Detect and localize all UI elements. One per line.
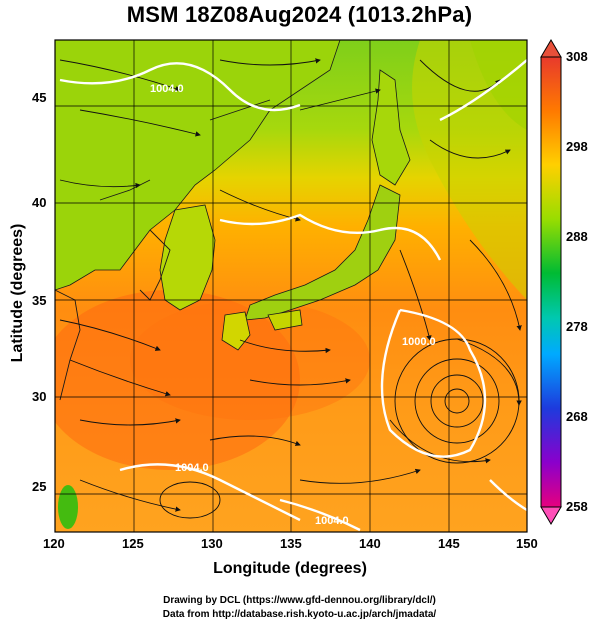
plot-frame xyxy=(54,39,528,533)
ytick-40: 40 xyxy=(32,195,47,210)
contour-label-2: 1000.0 xyxy=(402,336,436,348)
colorbar xyxy=(540,39,562,525)
xtick-125: 125 xyxy=(122,536,144,551)
wind-streamlines xyxy=(59,58,522,519)
colorbar-tick-268: 268 xyxy=(566,409,588,424)
x-axis-title: Longitude (degrees) xyxy=(213,560,367,577)
colorbar-tick-308: 308 xyxy=(566,49,588,64)
map-grid xyxy=(55,40,527,532)
colorbar-tick-298: 298 xyxy=(566,139,588,154)
xtick-120: 120 xyxy=(43,536,65,551)
contour-label-4: 1004.0 xyxy=(315,515,349,527)
xtick-135: 135 xyxy=(280,536,302,551)
xtick-145: 145 xyxy=(438,536,460,551)
contour-label-1: 1004.0 xyxy=(150,83,184,95)
credit-data: Data from http://database.rish.kyoto-u.a… xyxy=(162,609,437,620)
coastlines xyxy=(55,99,271,401)
ytick-30: 30 xyxy=(32,389,47,404)
pressure-contours xyxy=(59,59,527,532)
xtick-150: 150 xyxy=(516,536,538,551)
colorbar-tick-278: 278 xyxy=(566,319,588,334)
credit-drawing: Drawing by DCL (https://www.gfd-dennou.o… xyxy=(163,595,436,606)
contour-label-3: 1004.0 xyxy=(175,462,209,474)
colorbar-tick-288: 288 xyxy=(566,229,588,244)
xtick-140: 140 xyxy=(359,536,381,551)
colorbar-tick-258: 258 xyxy=(566,499,588,514)
y-axis-title: Latitude (degrees) xyxy=(9,223,26,363)
ytick-35: 35 xyxy=(32,293,47,308)
xtick-130: 130 xyxy=(201,536,223,551)
ytick-25: 25 xyxy=(32,479,47,494)
ytick-45: 45 xyxy=(32,90,47,105)
map-title: MSM 18Z08Aug2024 (1013.2hPa) xyxy=(126,2,473,27)
land-masses xyxy=(55,40,411,351)
